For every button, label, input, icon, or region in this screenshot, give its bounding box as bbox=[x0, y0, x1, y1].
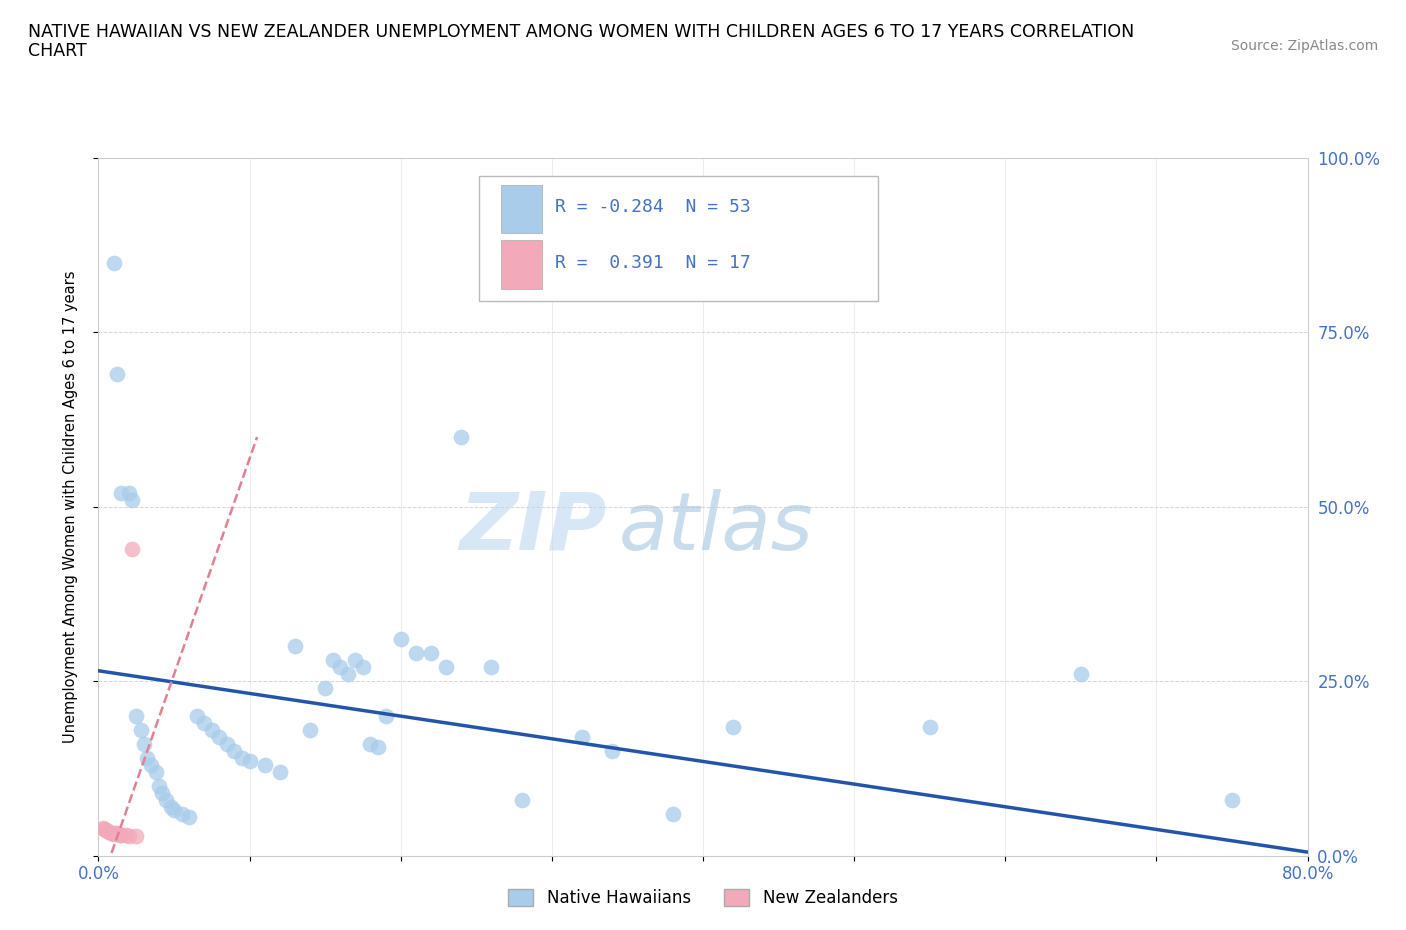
Native Hawaiians bbox=[103, 256, 125, 271]
Text: CHART: CHART bbox=[28, 42, 87, 60]
New Zealanders bbox=[96, 824, 118, 839]
Native Hawaiians bbox=[918, 719, 941, 734]
Native Hawaiians bbox=[360, 737, 382, 751]
Native Hawaiians bbox=[118, 485, 141, 500]
Native Hawaiians bbox=[193, 716, 215, 731]
Native Hawaiians bbox=[352, 660, 374, 675]
New Zealanders bbox=[100, 825, 122, 840]
Native Hawaiians bbox=[374, 709, 396, 724]
Y-axis label: Unemployment Among Women with Children Ages 6 to 17 years: Unemployment Among Women with Children A… bbox=[63, 271, 77, 743]
Native Hawaiians bbox=[336, 667, 359, 682]
Native Hawaiians bbox=[434, 660, 457, 675]
Native Hawaiians bbox=[201, 723, 224, 737]
New Zealanders bbox=[121, 541, 143, 556]
Native Hawaiians bbox=[170, 806, 193, 821]
Native Hawaiians bbox=[105, 367, 128, 382]
Native Hawaiians bbox=[179, 810, 201, 825]
Native Hawaiians bbox=[155, 792, 177, 807]
FancyBboxPatch shape bbox=[501, 241, 543, 288]
Native Hawaiians bbox=[1070, 667, 1092, 682]
Text: Source: ZipAtlas.com: Source: ZipAtlas.com bbox=[1230, 39, 1378, 53]
Native Hawaiians bbox=[110, 485, 132, 500]
Native Hawaiians bbox=[208, 729, 231, 744]
Native Hawaiians bbox=[224, 744, 246, 759]
New Zealanders bbox=[118, 829, 141, 844]
New Zealanders bbox=[110, 828, 132, 843]
Native Hawaiians bbox=[160, 800, 183, 815]
Native Hawaiians bbox=[141, 757, 163, 772]
Native Hawaiians bbox=[145, 764, 167, 779]
Native Hawaiians bbox=[405, 646, 427, 661]
Native Hawaiians bbox=[389, 632, 412, 647]
Native Hawaiians bbox=[132, 737, 155, 751]
Native Hawaiians bbox=[367, 740, 389, 755]
Native Hawaiians bbox=[602, 744, 624, 759]
New Zealanders bbox=[104, 825, 127, 840]
Native Hawaiians bbox=[571, 729, 593, 744]
FancyBboxPatch shape bbox=[479, 176, 879, 301]
New Zealanders bbox=[105, 826, 128, 841]
Native Hawaiians bbox=[329, 660, 352, 675]
New Zealanders bbox=[108, 828, 131, 843]
Native Hawaiians bbox=[450, 430, 472, 445]
New Zealanders bbox=[93, 822, 115, 837]
Native Hawaiians bbox=[420, 646, 443, 661]
Legend: Native Hawaiians, New Zealanders: Native Hawaiians, New Zealanders bbox=[502, 882, 904, 913]
New Zealanders bbox=[107, 827, 129, 842]
Native Hawaiians bbox=[186, 709, 208, 724]
New Zealanders bbox=[94, 823, 117, 838]
Text: atlas: atlas bbox=[619, 489, 813, 566]
Native Hawaiians bbox=[510, 792, 533, 807]
New Zealanders bbox=[125, 829, 148, 844]
Native Hawaiians bbox=[239, 754, 262, 769]
Native Hawaiians bbox=[215, 737, 238, 751]
Native Hawaiians bbox=[314, 681, 336, 696]
Native Hawaiians bbox=[322, 653, 344, 668]
Native Hawaiians bbox=[299, 723, 322, 737]
Native Hawaiians bbox=[253, 757, 276, 772]
Text: R =  0.391  N = 17: R = 0.391 N = 17 bbox=[555, 254, 751, 272]
Text: R = -0.284  N = 53: R = -0.284 N = 53 bbox=[555, 198, 751, 216]
Native Hawaiians bbox=[231, 751, 253, 765]
Native Hawaiians bbox=[148, 778, 170, 793]
FancyBboxPatch shape bbox=[501, 184, 543, 232]
Native Hawaiians bbox=[135, 751, 157, 765]
New Zealanders bbox=[91, 820, 114, 835]
Native Hawaiians bbox=[269, 764, 291, 779]
Native Hawaiians bbox=[344, 653, 367, 668]
New Zealanders bbox=[114, 828, 136, 843]
Native Hawaiians bbox=[481, 660, 503, 675]
Text: NATIVE HAWAIIAN VS NEW ZEALANDER UNEMPLOYMENT AMONG WOMEN WITH CHILDREN AGES 6 T: NATIVE HAWAIIAN VS NEW ZEALANDER UNEMPLO… bbox=[28, 23, 1135, 41]
Native Hawaiians bbox=[150, 785, 173, 800]
Native Hawaiians bbox=[163, 803, 186, 817]
Native Hawaiians bbox=[121, 493, 143, 508]
Native Hawaiians bbox=[723, 719, 745, 734]
Native Hawaiians bbox=[129, 723, 152, 737]
Native Hawaiians bbox=[125, 709, 148, 724]
Native Hawaiians bbox=[662, 806, 685, 821]
New Zealanders bbox=[103, 827, 125, 842]
New Zealanders bbox=[101, 826, 124, 841]
Native Hawaiians bbox=[284, 639, 307, 654]
New Zealanders bbox=[98, 825, 121, 840]
Text: ZIP: ZIP bbox=[458, 489, 606, 566]
Native Hawaiians bbox=[1220, 792, 1243, 807]
